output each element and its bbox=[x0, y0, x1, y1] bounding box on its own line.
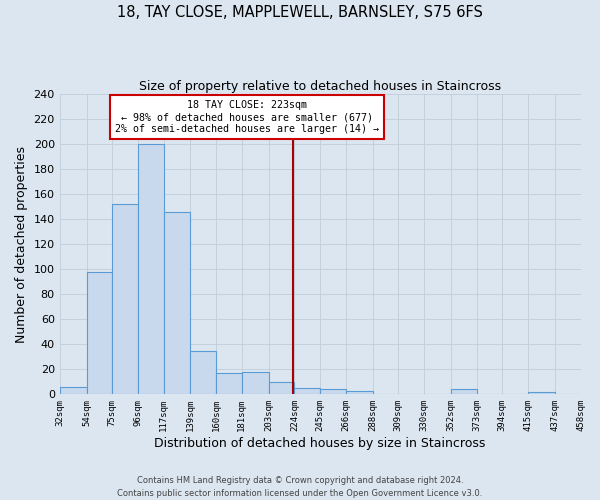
X-axis label: Distribution of detached houses by size in Staincross: Distribution of detached houses by size … bbox=[154, 437, 486, 450]
Bar bbox=[346, 390, 373, 394]
Bar bbox=[451, 390, 476, 394]
Bar bbox=[216, 373, 242, 394]
Title: Size of property relative to detached houses in Staincross: Size of property relative to detached ho… bbox=[139, 80, 501, 93]
Bar bbox=[59, 387, 86, 394]
Y-axis label: Number of detached properties: Number of detached properties bbox=[15, 146, 28, 343]
Bar bbox=[138, 144, 164, 395]
Bar bbox=[86, 272, 112, 394]
Bar bbox=[164, 212, 190, 394]
Bar bbox=[320, 390, 346, 394]
Bar bbox=[269, 382, 295, 394]
Bar bbox=[242, 372, 269, 394]
Text: 18 TAY CLOSE: 223sqm
← 98% of detached houses are smaller (677)
2% of semi-detac: 18 TAY CLOSE: 223sqm ← 98% of detached h… bbox=[115, 100, 379, 134]
Text: Contains HM Land Registry data © Crown copyright and database right 2024.
Contai: Contains HM Land Registry data © Crown c… bbox=[118, 476, 482, 498]
Bar bbox=[190, 350, 216, 395]
Bar bbox=[528, 392, 555, 394]
Bar bbox=[112, 204, 138, 394]
Text: 18, TAY CLOSE, MAPPLEWELL, BARNSLEY, S75 6FS: 18, TAY CLOSE, MAPPLEWELL, BARNSLEY, S75… bbox=[117, 5, 483, 20]
Bar bbox=[295, 388, 320, 394]
